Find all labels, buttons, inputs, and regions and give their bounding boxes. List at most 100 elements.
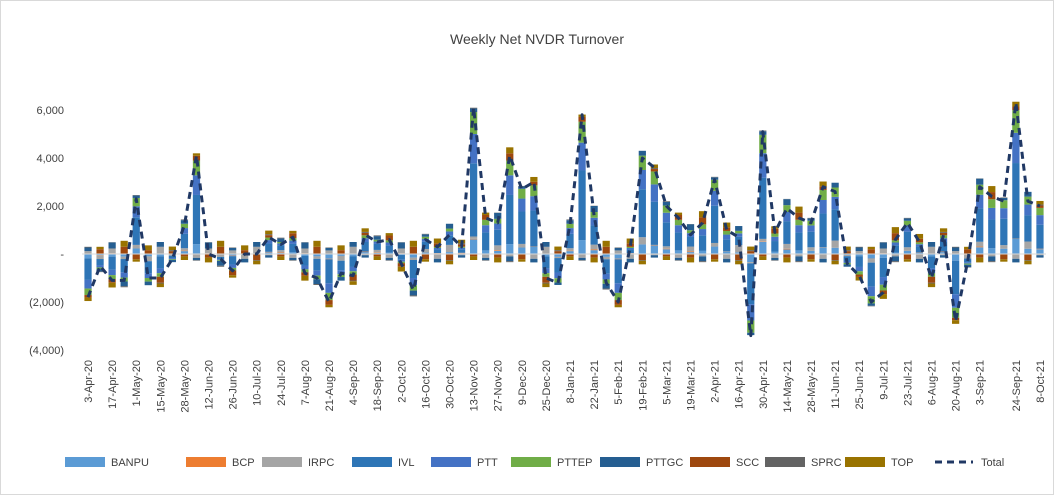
bar-segment bbox=[1012, 101, 1020, 107]
bar-segment bbox=[361, 228, 369, 232]
legend-label: IRPC bbox=[308, 457, 334, 469]
bar-segment bbox=[566, 254, 574, 257]
bar-segment bbox=[867, 259, 875, 263]
bar-segment bbox=[1036, 249, 1044, 254]
bar-segment bbox=[192, 257, 201, 261]
bar-segment bbox=[891, 227, 899, 234]
bar-segment bbox=[698, 254, 707, 257]
bar-segment bbox=[84, 251, 92, 254]
bar-segment bbox=[939, 255, 948, 258]
bar-segment bbox=[120, 286, 128, 288]
x-tick-label: 16-Apr-21 bbox=[734, 360, 746, 409]
x-tick-label: 30-Oct-20 bbox=[445, 360, 457, 409]
bar-segment bbox=[903, 218, 912, 221]
bar-segment bbox=[84, 247, 92, 252]
bar-segment bbox=[747, 250, 755, 252]
bar-segment bbox=[301, 248, 309, 254]
bar-segment bbox=[482, 215, 490, 220]
bar-segment bbox=[349, 256, 357, 267]
bar-segment bbox=[1000, 200, 1008, 209]
bar-segment bbox=[578, 257, 586, 261]
bar-segment bbox=[711, 242, 719, 247]
bar-segment bbox=[638, 155, 646, 170]
bar-segment bbox=[506, 254, 514, 257]
bar-segment bbox=[421, 236, 430, 239]
bar-segment bbox=[867, 246, 875, 250]
bar-segment bbox=[988, 199, 996, 208]
bar-segment bbox=[180, 251, 189, 254]
bar-segment bbox=[204, 257, 213, 263]
bar-segment bbox=[988, 186, 996, 193]
bar-segment bbox=[409, 278, 417, 286]
bar-segment bbox=[1036, 224, 1044, 249]
bar-segment bbox=[711, 254, 719, 260]
bar-segment bbox=[506, 175, 514, 195]
bar-segment bbox=[470, 163, 478, 237]
bar-segment bbox=[385, 242, 393, 246]
x-tick-label: 8-Jan-21 bbox=[565, 360, 577, 403]
bar-segment bbox=[132, 248, 140, 254]
bar-segment bbox=[843, 251, 851, 254]
legend-label: PTTEP bbox=[557, 457, 592, 469]
bar-segment bbox=[1000, 248, 1008, 254]
bar-segment bbox=[686, 246, 695, 252]
bar-segment bbox=[602, 259, 610, 274]
bar-segment bbox=[337, 245, 345, 251]
bar-segment bbox=[506, 147, 514, 154]
bar-segment bbox=[108, 254, 116, 257]
bar-segment bbox=[409, 246, 417, 254]
bar-segment bbox=[265, 254, 273, 256]
bar-segment bbox=[229, 254, 237, 256]
bar-segment bbox=[518, 188, 526, 199]
bar-segment bbox=[325, 292, 333, 301]
bar-segment bbox=[421, 259, 430, 262]
bar-segment bbox=[590, 254, 598, 258]
bar-segment bbox=[445, 228, 454, 232]
bar-segment bbox=[976, 254, 984, 258]
bar-segment bbox=[373, 235, 381, 237]
bar-segment bbox=[879, 257, 887, 278]
bar-segment bbox=[325, 300, 333, 305]
y-tick-label: (4,000) bbox=[29, 345, 64, 357]
bar-segment bbox=[180, 256, 189, 260]
bar-segment bbox=[747, 262, 755, 264]
y-tick-label: 2,000 bbox=[36, 201, 64, 213]
bar-segment bbox=[385, 235, 393, 241]
bar-segment bbox=[96, 265, 104, 268]
legend-label: BCP bbox=[232, 457, 255, 469]
bar-segment bbox=[747, 251, 755, 254]
bar-segment bbox=[289, 230, 297, 234]
bar-segment bbox=[180, 228, 189, 234]
bar-segment bbox=[698, 224, 707, 230]
bar-segment bbox=[1000, 218, 1008, 246]
bar-segment bbox=[783, 249, 791, 254]
bar-segment bbox=[1012, 110, 1020, 133]
bar-segment bbox=[759, 256, 767, 260]
bar-segment bbox=[638, 260, 646, 261]
bar-segment bbox=[542, 254, 550, 257]
bar-segment bbox=[144, 245, 152, 251]
bar-segment bbox=[698, 256, 707, 262]
bar-segment bbox=[445, 235, 454, 245]
bar-segment bbox=[482, 212, 490, 215]
bar-segment bbox=[891, 245, 899, 253]
bar-segment bbox=[1024, 254, 1032, 260]
bar-segment bbox=[361, 255, 369, 258]
bar-segment bbox=[277, 245, 285, 251]
x-tick-label: 6-Aug-21 bbox=[927, 360, 939, 405]
bar-segment bbox=[735, 233, 743, 237]
bar-segment bbox=[204, 254, 213, 258]
bar-segment bbox=[108, 248, 116, 254]
bar-segment bbox=[482, 254, 490, 258]
bar-segment bbox=[855, 256, 863, 267]
bar-segment bbox=[361, 254, 369, 256]
bar-segment bbox=[241, 258, 249, 263]
bar-segment bbox=[626, 254, 634, 259]
bar-segment bbox=[976, 194, 984, 209]
bar-segment bbox=[614, 259, 622, 284]
bar-segment bbox=[313, 256, 321, 259]
bar-segment bbox=[650, 164, 658, 169]
bar-segment bbox=[132, 254, 140, 260]
bar-segment bbox=[952, 254, 960, 261]
bar-segment bbox=[229, 275, 237, 278]
